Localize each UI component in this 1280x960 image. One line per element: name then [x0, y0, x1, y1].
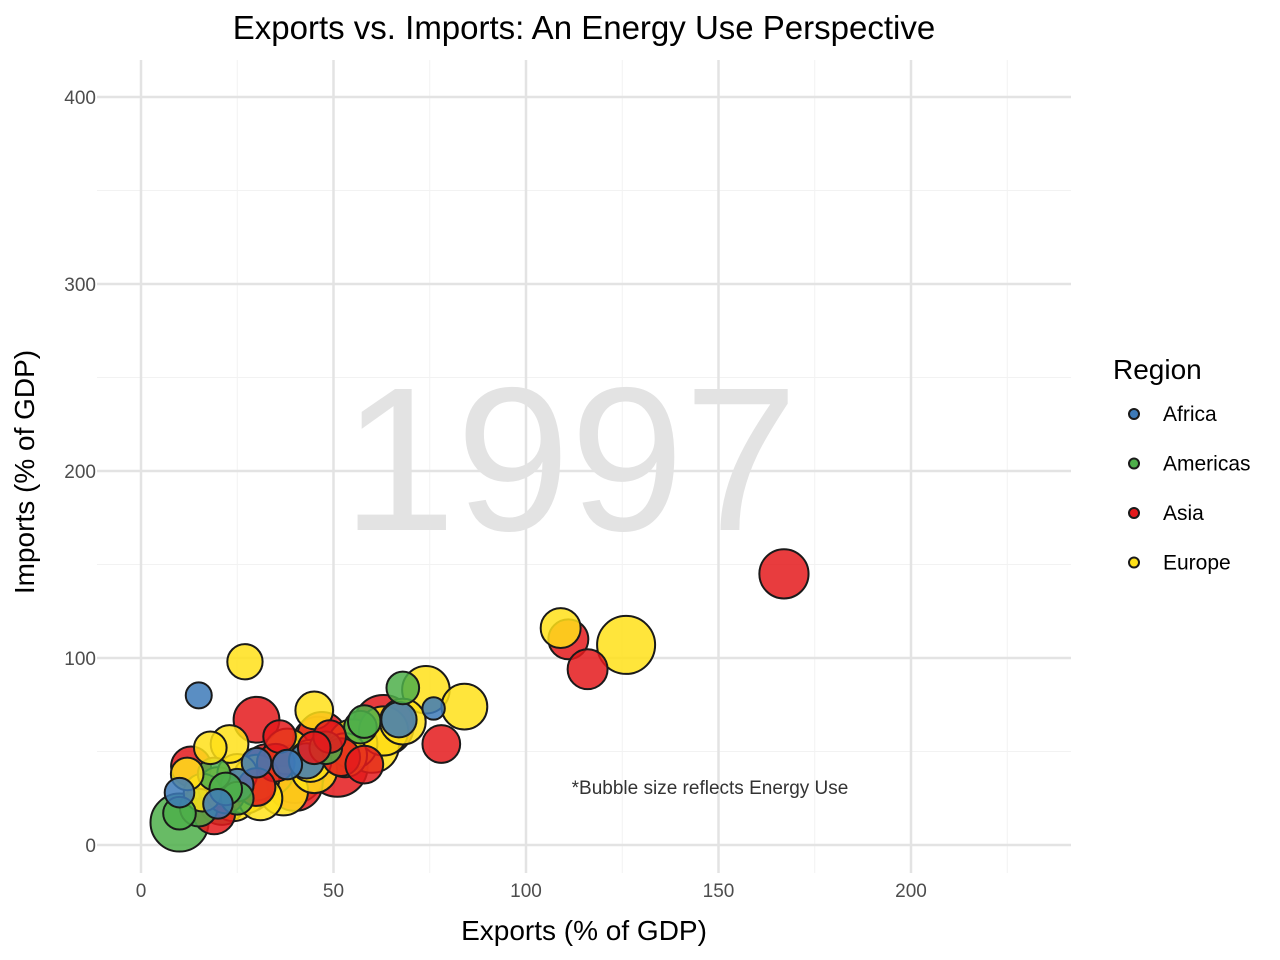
- y-tick-label: 0: [85, 836, 96, 857]
- legend-key-africa: [1128, 408, 1140, 420]
- bubble-americas: [346, 704, 382, 739]
- legend-item-africa: Africa: [1128, 403, 1217, 426]
- legend-label: Africa: [1163, 403, 1217, 426]
- y-tick-label: 300: [64, 275, 96, 296]
- x-tick-label: 150: [703, 881, 735, 902]
- y-axis-title: Imports (% of GDP): [9, 350, 40, 594]
- x-tick-label: 200: [895, 881, 927, 902]
- bubble-europe: [596, 614, 657, 675]
- legend-item-americas: Americas: [1128, 453, 1251, 476]
- bubble-europe: [539, 607, 582, 650]
- x-tick-label: 0: [136, 881, 147, 902]
- bubble-asia: [344, 744, 385, 785]
- legend-item-europe: Europe: [1128, 552, 1231, 575]
- y-tick-label: 200: [64, 462, 96, 483]
- y-tick-label: 400: [64, 88, 96, 109]
- legend-label: Europe: [1163, 552, 1231, 575]
- bubble-africa: [421, 696, 446, 721]
- legend-key-asia: [1128, 507, 1140, 519]
- bubble-africa: [202, 788, 234, 820]
- bubble-europe: [440, 682, 489, 731]
- bubble-africa: [184, 681, 213, 710]
- legend-label: Americas: [1163, 453, 1251, 476]
- x-axis-title: Exports (% of GDP): [461, 915, 707, 946]
- bubble-size-note: *Bubble size reflects Energy Use: [572, 778, 849, 799]
- x-tick-label: 50: [323, 881, 344, 902]
- legend: Region Africa Americas Asia Europe: [1113, 354, 1251, 575]
- bubble-asia: [262, 719, 297, 754]
- bubble-asia: [296, 730, 332, 766]
- bubble-europe: [192, 730, 228, 766]
- data-points: [149, 548, 810, 853]
- bubble-americas: [385, 670, 421, 706]
- legend-items: Africa Americas Asia Europe: [1128, 403, 1251, 575]
- legend-key-europe: [1128, 556, 1140, 569]
- legend-label: Asia: [1163, 502, 1204, 525]
- bubble-africa: [240, 746, 273, 779]
- x-axis-ticks: 0 50 100 150 200: [136, 881, 927, 902]
- legend-key-americas: [1128, 457, 1140, 470]
- bubble-asia: [758, 548, 810, 600]
- bubble-europe: [226, 643, 264, 681]
- legend-item-asia: Asia: [1128, 502, 1204, 525]
- legend-title: Region: [1113, 354, 1202, 385]
- chart-title: Exports vs. Imports: An Energy Use Persp…: [233, 9, 935, 46]
- x-tick-label: 100: [510, 881, 542, 902]
- frame-year-label: 1997: [342, 345, 798, 574]
- panel: 1997 *Bubble size reflects Energy Use: [97, 60, 1071, 873]
- y-tick-label: 100: [64, 649, 96, 670]
- bubble-asia: [566, 648, 609, 691]
- y-axis-ticks: 0 100 200 300 400: [64, 88, 96, 857]
- bubble-africa: [163, 776, 196, 809]
- bubble-africa: [271, 748, 304, 781]
- bubble-africa: [380, 701, 418, 739]
- bubble-asia: [421, 724, 462, 764]
